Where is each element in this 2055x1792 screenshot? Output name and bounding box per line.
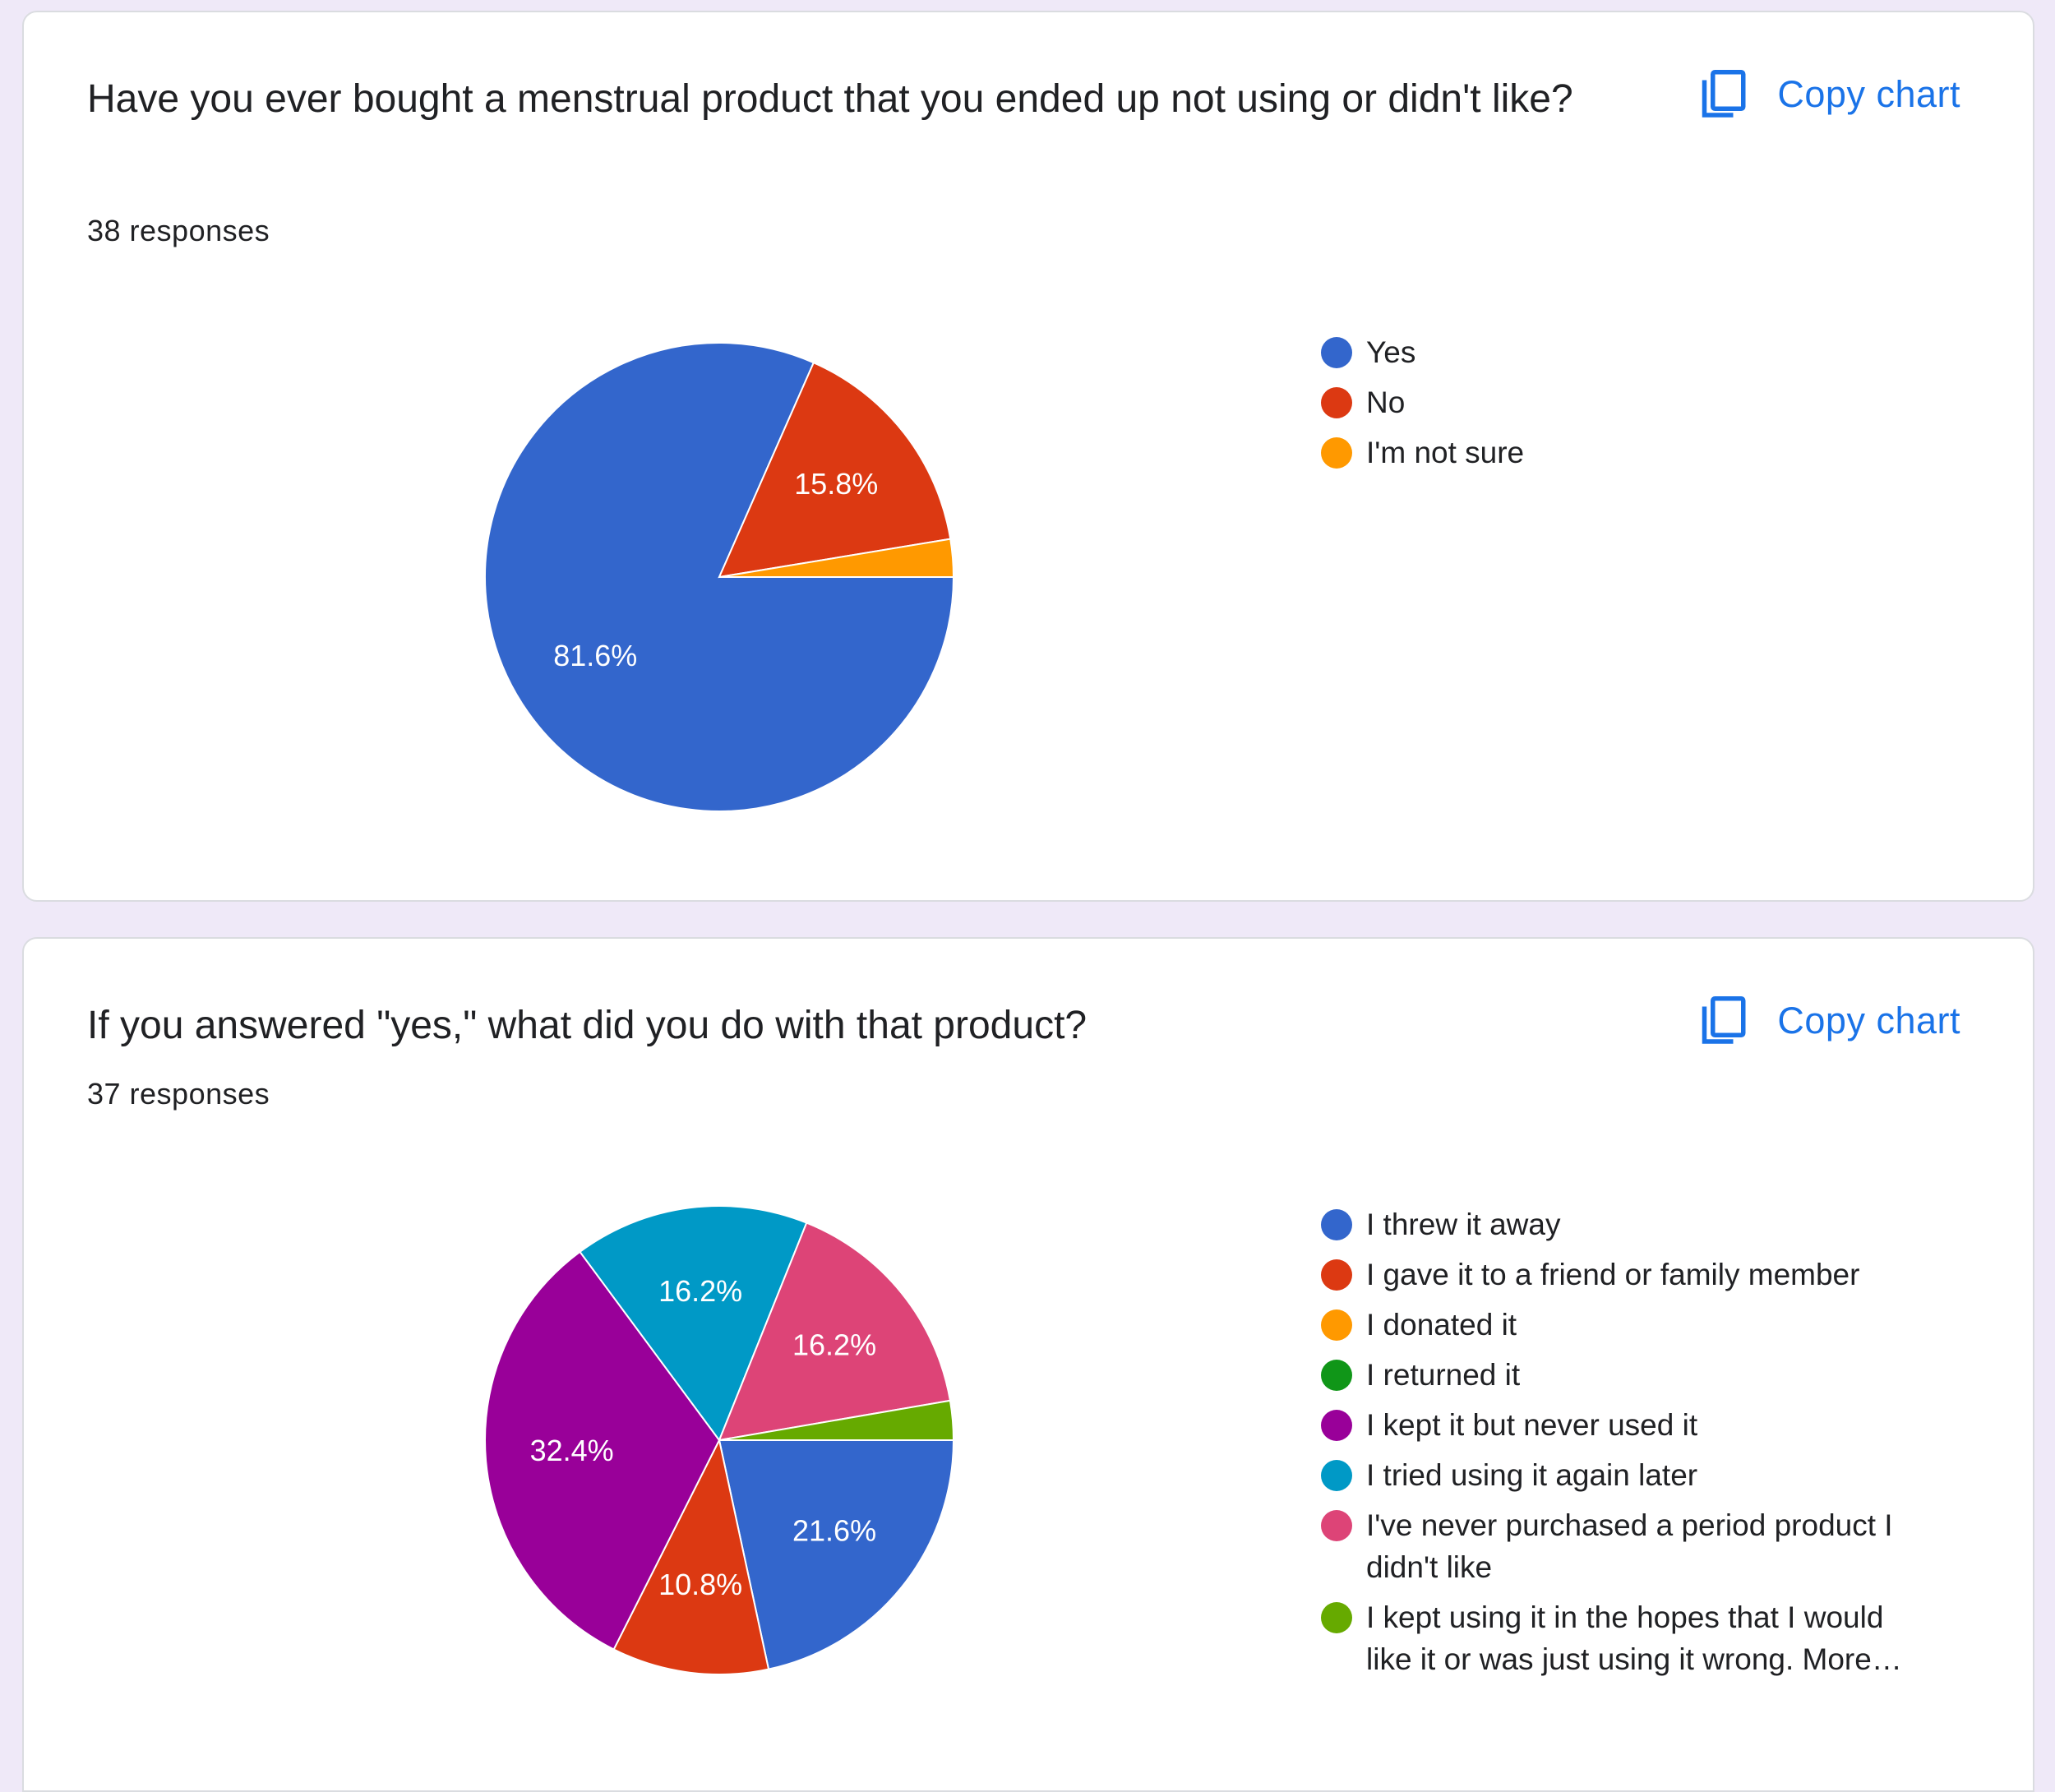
legend-color-dot	[1321, 387, 1352, 418]
legend-color-dot	[1321, 1602, 1352, 1633]
question-card-2: If you answered "yes," what did you do w…	[22, 937, 2034, 1792]
legend-color-dot	[1321, 1410, 1352, 1441]
pie-chart[interactable]: 21.6% 10.8% 32.4% 16.2% 16.2%	[24, 939, 2034, 1792]
pie-data-label: 15.8%	[794, 467, 878, 501]
legend-item-i-gave-it-to-a-friend-or-family-member[interactable]: I gave it to a friend or family member	[1321, 1254, 1933, 1296]
response-count: 38 responses	[87, 214, 270, 247]
pie-data-label: 32.4%	[530, 1434, 614, 1467]
question-card-1: Have you ever bought a menstrual product…	[22, 11, 2034, 902]
legend-label: I've never purchased a period product I …	[1366, 1508, 1893, 1584]
pie-slice-i-gave-it-to-a-friend-or-family-member[interactable]	[612, 1438, 770, 1675]
chart-legend: I threw it away I gave it to a friend or …	[1321, 1203, 1933, 1688]
pie-data-label: 21.6%	[792, 1514, 876, 1548]
legend-label: I kept using it in the hopes that I woul…	[1366, 1600, 1902, 1676]
legend-item-no[interactable]: No	[1321, 381, 1933, 423]
legend-label: Yes	[1366, 335, 1416, 369]
legend-item-i-kept-it-but-never-used-it[interactable]: I kept it but never used it	[1321, 1404, 1933, 1446]
legend-item-i-donated-it[interactable]: I donated it	[1321, 1304, 1933, 1346]
pie-data-label: 10.8%	[658, 1568, 742, 1601]
pie-chart[interactable]: 81.6% 15.8%	[24, 12, 2034, 902]
pie-slice-i-ve-never-purchased-a-period-product-i-[interactable]	[718, 1222, 952, 1442]
copy-icon	[1702, 995, 1746, 1044]
pie-slice-i-threw-it-away[interactable]	[718, 1439, 955, 1670]
legend-item-i-ve-never-purchased-a-period-product-i-[interactable]: I've never purchased a period product I …	[1321, 1504, 1933, 1588]
legend-item-i-tried-using-it-again-later[interactable]: I tried using it again later	[1321, 1454, 1933, 1496]
legend-label: I threw it away	[1366, 1208, 1561, 1241]
legend-color-dot	[1321, 1209, 1352, 1240]
pie-slice-i-kept-using-it-in-the-hopes-that-i-woul[interactable]	[718, 1399, 955, 1441]
legend-item-i-threw-it-away[interactable]: I threw it away	[1321, 1203, 1933, 1245]
legend-label: No	[1366, 386, 1406, 419]
pie-slice-i-kept-it-but-never-used-it[interactable]	[484, 1250, 721, 1651]
copy-chart-button[interactable]: Copy chart	[1698, 988, 1960, 1054]
pie-slice-i-tried-using-it-again-later[interactable]	[579, 1205, 808, 1443]
legend-label: I tried using it again later	[1366, 1458, 1698, 1492]
legend-label: I returned it	[1366, 1358, 1521, 1392]
legend-label: I gave it to a friend or family member	[1366, 1258, 1860, 1291]
legend-color-dot	[1321, 1259, 1352, 1291]
legend-item-i-returned-it[interactable]: I returned it	[1321, 1354, 1933, 1396]
legend-color-dot	[1321, 1510, 1352, 1541]
legend-color-dot	[1321, 1360, 1352, 1391]
copy-chart-button[interactable]: Copy chart	[1698, 62, 1960, 127]
question-title: If you answered "yes," what did you do w…	[87, 1004, 1088, 1047]
legend-color-dot	[1321, 1309, 1352, 1341]
response-count: 37 responses	[87, 1077, 270, 1111]
pie-data-label: 16.2%	[658, 1274, 742, 1308]
copy-icon	[1702, 69, 1746, 118]
legend-color-dot	[1321, 437, 1352, 469]
pie-slice-no[interactable]	[718, 361, 952, 579]
legend-item-yes[interactable]: Yes	[1321, 331, 1933, 373]
legend-label: I donated it	[1366, 1308, 1517, 1342]
copy-chart-label: Copy chart	[1777, 1000, 1960, 1041]
legend-item-i-kept-using-it-in-the-hopes-that-i-woul[interactable]: I kept using it in the hopes that I woul…	[1321, 1596, 1933, 1680]
pie-data-label: 81.6%	[553, 639, 637, 672]
pie-data-label: 16.2%	[792, 1328, 876, 1361]
pie-slice-i-m-not-sure[interactable]	[718, 538, 955, 578]
legend-item-i-m-not-sure[interactable]: I'm not sure	[1321, 432, 1933, 473]
question-title: Have you ever bought a menstrual product…	[87, 77, 1573, 121]
legend-label: I kept it but never used it	[1366, 1408, 1698, 1442]
legend-color-dot	[1321, 1460, 1352, 1491]
legend-label: I'm not sure	[1366, 436, 1525, 469]
chart-legend: Yes No I'm not sure	[1321, 331, 1933, 482]
legend-color-dot	[1321, 337, 1352, 368]
copy-chart-label: Copy chart	[1777, 73, 1960, 115]
